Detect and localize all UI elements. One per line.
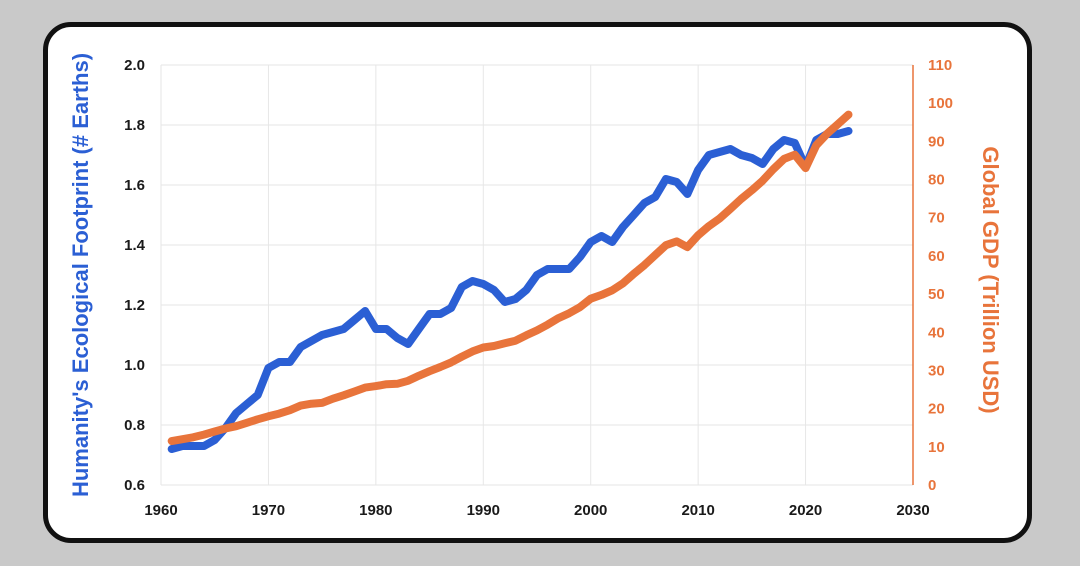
left-tick-label: 1.4: [124, 237, 146, 254]
series-line-global-gdp: [167, 110, 853, 446]
series-layer: [167, 110, 853, 453]
chart-frame: 0.6 0.8 1.0 1.2 1.4 1.6 1.8 2.0 0 10 20 30 40 50 60 70…: [43, 22, 1032, 543]
x-tick-label: 1960: [144, 502, 177, 519]
right-tick-label: 80: [928, 172, 945, 189]
right-tick-label: 110: [928, 57, 952, 74]
left-tick-label: 0.8: [124, 417, 145, 434]
left-tick-label: 1.8: [124, 117, 145, 134]
right-tick-label: 60: [928, 248, 945, 265]
x-tick-label: 2010: [681, 502, 714, 519]
x-tick-label: 1980: [359, 502, 392, 519]
x-tick-label: 1990: [467, 502, 500, 519]
x-tick-label: 2020: [789, 502, 822, 519]
left-tick-label: 1.6: [124, 177, 145, 194]
right-tick-label: 20: [928, 401, 945, 418]
x-tick-label: 2030: [896, 502, 929, 519]
right-tick-label: 70: [928, 210, 945, 227]
left-tick-label: 1.2: [124, 297, 145, 314]
x-tick-label: 1970: [252, 502, 285, 519]
right-tick-label: 30: [928, 362, 945, 379]
chart-svg: 0.60.81.01.21.41.61.82.0 010203040506070…: [68, 53, 1003, 519]
right-tick-label: 90: [928, 133, 945, 150]
right-tick-label: 0: [928, 477, 936, 494]
right-axis-ticks: 0 10 20 30 40 50 60 70 80 90 100 110: [928, 57, 953, 494]
x-axis-ticks: 1960 1970 1980 1990 2000 2010 2020 2030: [144, 502, 929, 519]
right-tick-label: 100: [928, 95, 953, 112]
left-axis-title: Humanity's Ecological Footprint (# Earth…: [68, 53, 93, 497]
right-tick-label: 50: [928, 286, 945, 303]
grid-layer: [160, 64, 914, 486]
right-axis-title: Global GDP (Trillion USD): [978, 146, 1003, 413]
left-axis-ticks: 0.6 0.8 1.0 1.2 1.4 1.6 1.8 2.0: [124, 57, 146, 494]
left-tick-label: 0.6: [124, 477, 145, 494]
left-tick-label: 1.0: [124, 357, 145, 374]
x-tick-label: 2000: [574, 502, 607, 519]
right-tick-label: 10: [928, 439, 945, 456]
right-tick-label: 40: [928, 324, 945, 341]
left-tick-label: 2.0: [124, 57, 145, 74]
series-line-ecological-footprint: [167, 127, 853, 453]
